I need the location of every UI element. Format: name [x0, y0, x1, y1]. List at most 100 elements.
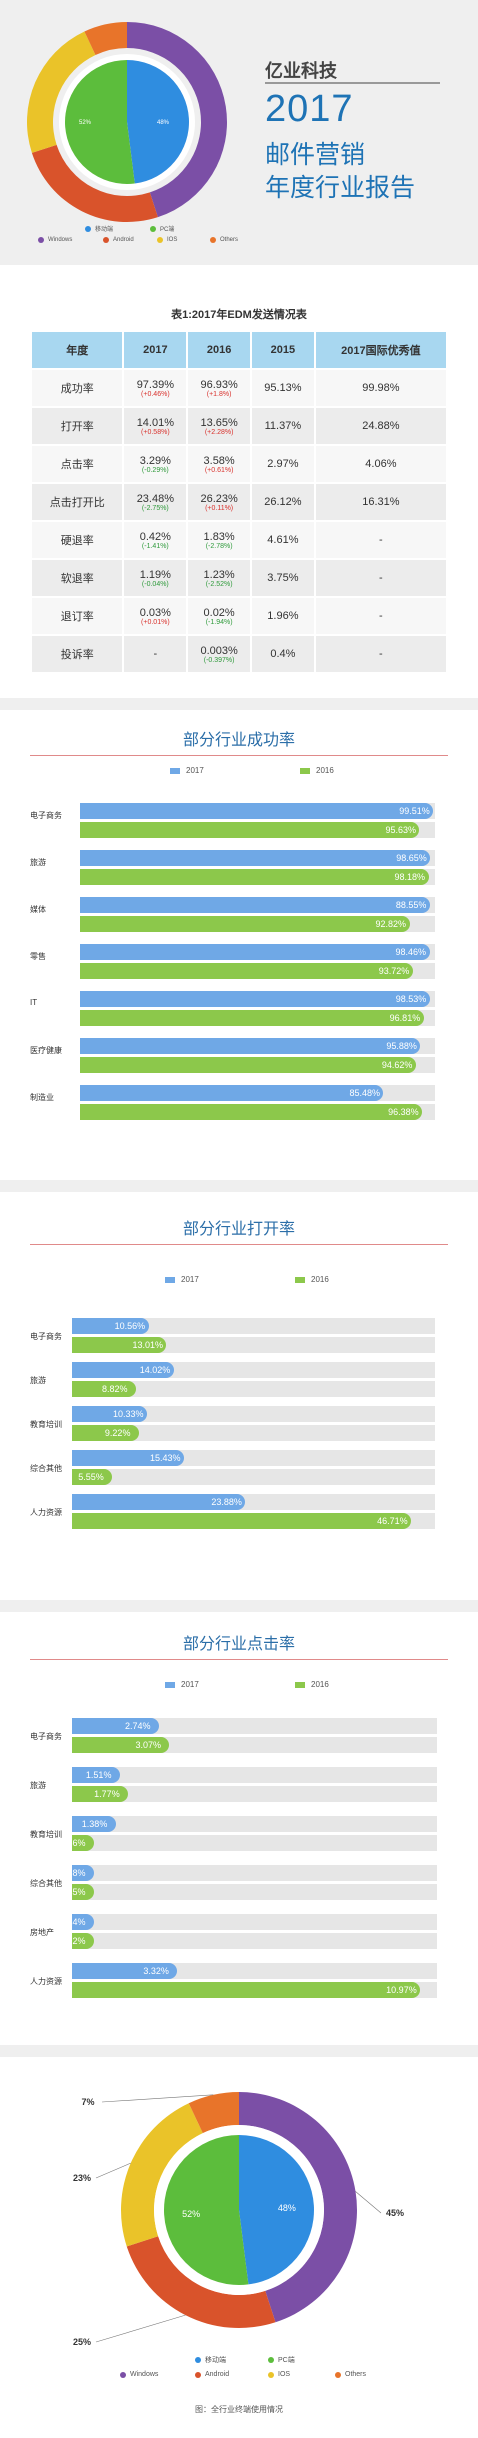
legend-dot-icon [157, 237, 163, 243]
cell-2017-value: 23.48% [136, 492, 174, 505]
cell-2017-change: (+0.58%) [141, 428, 170, 436]
chart-title-success: 部分行业成功率 [182, 732, 295, 749]
bar-2017-2 [80, 897, 430, 913]
bar-2017-1 [72, 1362, 174, 1378]
terminal-legend-label: 移动端 [205, 2357, 226, 2364]
bar-2017-2 [72, 1406, 147, 1422]
bar-value-label: 5.55% [78, 1472, 104, 1482]
cell-2017: 0.42% (-1.41%) [122, 520, 189, 560]
hero-donut-chart: 52% 48% [26, 22, 227, 222]
bar-track [72, 1718, 437, 1734]
hero-legend-label: Windows [48, 237, 73, 243]
cell-2016-value: 0.003% [200, 644, 238, 657]
cell-2015: 26.12% [250, 482, 316, 522]
bar-2016-2 [72, 1425, 139, 1441]
cell-metric-value: 投诉率 [60, 649, 94, 661]
table-caption: 表1:2017年EDM发送情况表 [171, 309, 307, 321]
hero-legend-label: IOS [167, 237, 178, 243]
bar-2017-6 [80, 1085, 384, 1101]
cell-2017-change: (+0.01%) [141, 618, 170, 626]
bar-value-label: 0.35% [60, 1887, 86, 1897]
cell-2015: 3.75% [250, 558, 316, 598]
cell-2017-value: - [153, 648, 158, 660]
chart-legend-item: 2016 [300, 766, 334, 775]
cell-metric-value: 成功率 [60, 383, 94, 395]
cell-intl: 16.31% [313, 482, 449, 522]
terminal-outer-slice-others [188, 2092, 239, 2134]
bar-value-label: 10.97% [386, 1985, 417, 1995]
cell-intl-value: - [379, 648, 383, 660]
category-label: 综合其他 [30, 1464, 62, 1473]
bar-value-label: 98.53% [395, 994, 427, 1004]
cell-2017-value: 0.42% [139, 530, 171, 543]
cell-2015-value: 0.4% [270, 648, 296, 660]
category-label: 人力资源 [30, 1977, 62, 1986]
bar-2016-3 [72, 1469, 113, 1485]
bar-track [72, 1933, 437, 1949]
bar-2016-5 [80, 1057, 416, 1073]
cell-2016-value: 0.02% [203, 606, 235, 619]
chart-title-click: 部分行业点击率 [182, 1636, 295, 1653]
cell-2017-value: 14.01% [136, 416, 174, 429]
cell-intl: 4.06% [313, 444, 449, 484]
bar-value-label: 98.18% [394, 872, 426, 882]
cell-intl-value: - [379, 534, 383, 546]
cell-2015: 4.61% [250, 520, 316, 560]
bar-value-label: 46.71% [377, 1516, 408, 1526]
hero-line-2: 年度行业报告 [265, 174, 416, 202]
bar-value-label: 1.77% [94, 1789, 120, 1799]
category-label: 电子商务 [30, 811, 62, 820]
cell-2017-value: 0.03% [139, 606, 171, 619]
cell-intl-value: - [379, 572, 383, 584]
bar-track [72, 1884, 437, 1900]
bar-value-label: 99.51% [399, 806, 430, 816]
cell-2016-change: (-1.94%) [205, 618, 233, 626]
bar-2016-4 [80, 1010, 424, 1026]
terminal-inner-label: 48% [278, 2203, 296, 2213]
bar-track [72, 1469, 435, 1485]
table-row: 硬退率 0.42% (-1.41%) 1.83% (-2.78%) 4.61% - [29, 520, 449, 560]
cell-2016: 1.23% (-2.52%) [186, 558, 252, 598]
cell-2017: 1.19% (-0.04%) [122, 558, 189, 598]
cell-metric: 打开率 [29, 406, 125, 446]
cell-2015-value: 4.61% [267, 534, 299, 546]
category-label: 旅游 [30, 1376, 46, 1385]
legend-dot-icon [268, 2357, 274, 2363]
cell-2017-change: (-0.29%) [141, 466, 169, 474]
terminal-usage-donut: 48% 52% 45% 25% 23% 7% [73, 2092, 404, 2347]
cell-2015: 11.37% [250, 406, 316, 446]
bar-2016-2 [80, 916, 410, 932]
chart-title-rule [30, 755, 448, 756]
bar-2017-3 [80, 944, 430, 960]
cell-2015: 95.13% [250, 368, 316, 408]
chart-legend-item: 2017 [165, 1680, 199, 1689]
legend-dot-icon [85, 225, 91, 232]
terminal-outer-slice-windows [239, 2092, 357, 2323]
table-row: 打开率 14.01% (+0.58%) 13.65% (+2.28%) 11.37% 24.… [29, 406, 449, 446]
bar-value-label: 85.48% [349, 1088, 380, 1098]
hero-legend-item: Android [103, 237, 134, 243]
cell-intl-value: 99.98% [362, 382, 400, 394]
bar-2017-1 [72, 1767, 120, 1783]
bar-track [72, 1381, 435, 1397]
header-2016: 2016 [186, 330, 252, 370]
cell-2016-value: 96.93% [200, 378, 238, 391]
category-label: 媒体 [30, 905, 46, 914]
bar-2017-4 [72, 1494, 246, 1510]
hero-legend-label: 移动端 [95, 227, 114, 233]
cell-metric-value: 打开率 [60, 421, 94, 433]
cell-2017: 0.03% (+0.01%) [122, 596, 189, 636]
bar-value-label: 14.02% [139, 1365, 171, 1375]
bar-2016-2 [72, 1835, 94, 1851]
bar-value-label: 94.62% [381, 1060, 413, 1070]
cell-2016: 0.02% (-1.94%) [186, 596, 252, 636]
terminal-legend-item: Windows [120, 2371, 158, 2378]
bar-2016-5 [72, 1982, 421, 1998]
leader-line [355, 2191, 382, 2214]
terminal-outer-label: 45% [386, 2208, 404, 2218]
bar-track [72, 1816, 437, 1832]
terminal-legend-item: 移动端 [195, 2355, 226, 2365]
terminal-legend-label: Windows [130, 2371, 159, 2378]
bar-value-label: 96.38% [388, 1107, 419, 1117]
cell-2016-change: (+1.8%) [206, 390, 232, 398]
